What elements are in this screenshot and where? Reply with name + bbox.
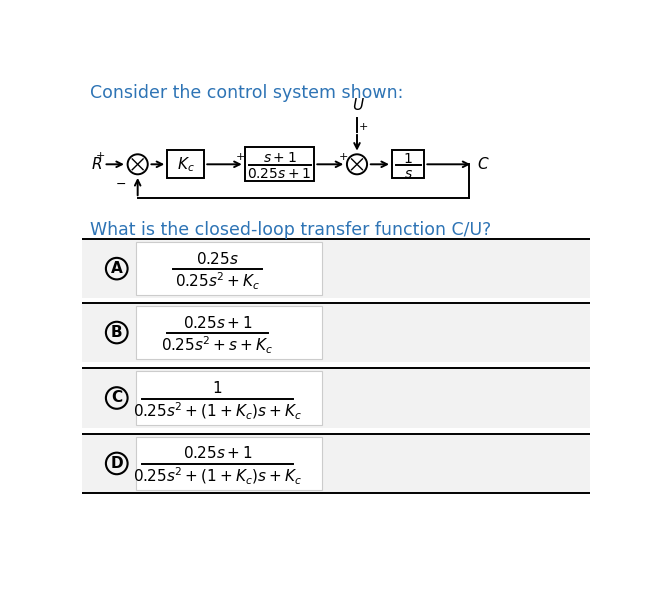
- Text: $0.25s^2 + (1 + K_c)s + K_c$: $0.25s^2 + (1 + K_c)s + K_c$: [133, 466, 302, 487]
- Text: $C$: $C$: [477, 156, 490, 173]
- Text: $R$: $R$: [91, 156, 102, 173]
- Text: $0.25s^2 + s + K_c$: $0.25s^2 + s + K_c$: [161, 335, 274, 356]
- Text: +: +: [358, 122, 368, 132]
- Text: $0.25s^2 + (1 + K_c)s + K_c$: $0.25s^2 + (1 + K_c)s + K_c$: [133, 400, 302, 422]
- Text: $K_c$: $K_c$: [177, 155, 195, 174]
- FancyBboxPatch shape: [82, 368, 590, 428]
- Text: $1$: $1$: [212, 380, 223, 396]
- Text: $0.25s + 1$: $0.25s + 1$: [183, 446, 252, 461]
- Text: A: A: [111, 261, 122, 276]
- Text: +: +: [235, 152, 245, 162]
- Text: +: +: [96, 151, 105, 161]
- FancyBboxPatch shape: [82, 303, 590, 362]
- Text: $-$: $-$: [115, 177, 126, 190]
- Text: $s+1$: $s+1$: [263, 151, 297, 165]
- Text: D: D: [111, 456, 123, 471]
- FancyBboxPatch shape: [167, 151, 204, 178]
- Text: Consider the control system shown:: Consider the control system shown:: [90, 84, 403, 102]
- FancyBboxPatch shape: [82, 239, 590, 298]
- FancyBboxPatch shape: [136, 306, 322, 359]
- FancyBboxPatch shape: [136, 371, 322, 425]
- FancyBboxPatch shape: [392, 151, 424, 178]
- Text: $0.25s^2 + K_c$: $0.25s^2 + K_c$: [175, 271, 260, 293]
- Text: $U$: $U$: [352, 97, 365, 113]
- Text: $0.25s + 1$: $0.25s + 1$: [183, 315, 252, 330]
- FancyBboxPatch shape: [136, 242, 322, 295]
- FancyBboxPatch shape: [136, 437, 322, 490]
- Text: C: C: [111, 390, 122, 406]
- Text: +: +: [339, 152, 348, 162]
- Text: $0.25s$: $0.25s$: [196, 251, 239, 267]
- Text: $1$: $1$: [403, 152, 413, 166]
- FancyBboxPatch shape: [244, 147, 314, 181]
- FancyBboxPatch shape: [82, 434, 590, 493]
- Text: What is the closed-loop transfer function C/U?: What is the closed-loop transfer functio…: [90, 222, 491, 239]
- Text: $0.25s+1$: $0.25s+1$: [248, 167, 312, 181]
- Text: B: B: [111, 325, 122, 340]
- Text: $s$: $s$: [403, 166, 413, 181]
